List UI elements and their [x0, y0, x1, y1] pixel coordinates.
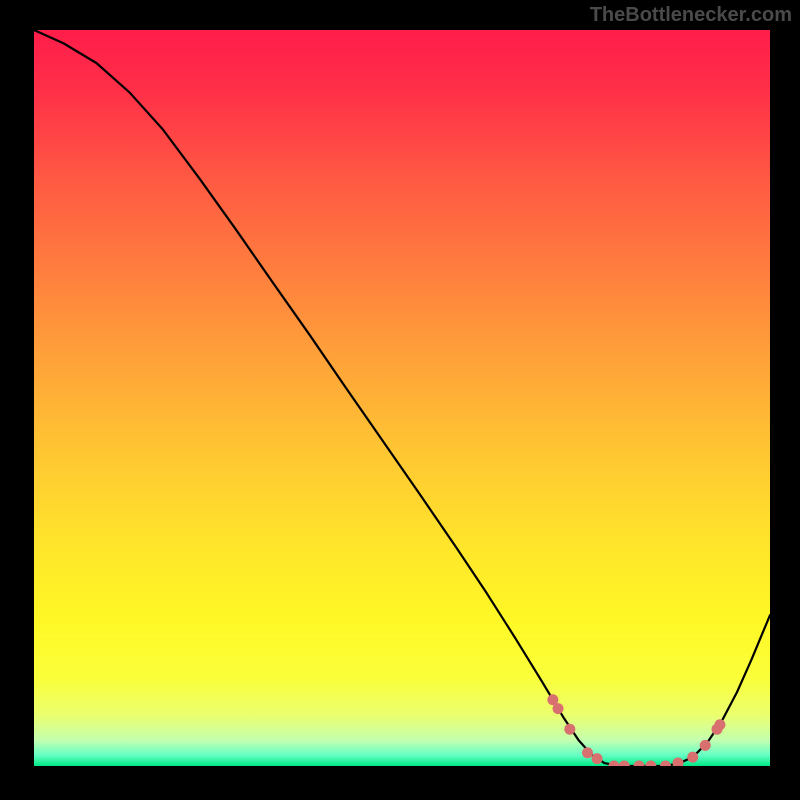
curve-marker [687, 752, 698, 763]
curve-marker [582, 747, 593, 758]
curve-marker [645, 761, 656, 767]
curve-marker [633, 761, 644, 767]
bottleneck-curve [34, 30, 770, 766]
bottleneck-chart [34, 30, 770, 766]
marker-group [547, 694, 725, 766]
curve-marker [608, 761, 619, 767]
watermark-text: TheBottlenecker.com [590, 4, 792, 27]
curve-marker [564, 724, 575, 735]
curve-marker [553, 703, 564, 714]
curve-marker [714, 719, 725, 730]
curve-marker [592, 753, 603, 764]
curve-marker [619, 761, 630, 767]
chart-overlay [34, 30, 770, 766]
curve-marker [660, 761, 671, 767]
curve-marker [700, 740, 711, 751]
curve-marker [673, 758, 684, 766]
